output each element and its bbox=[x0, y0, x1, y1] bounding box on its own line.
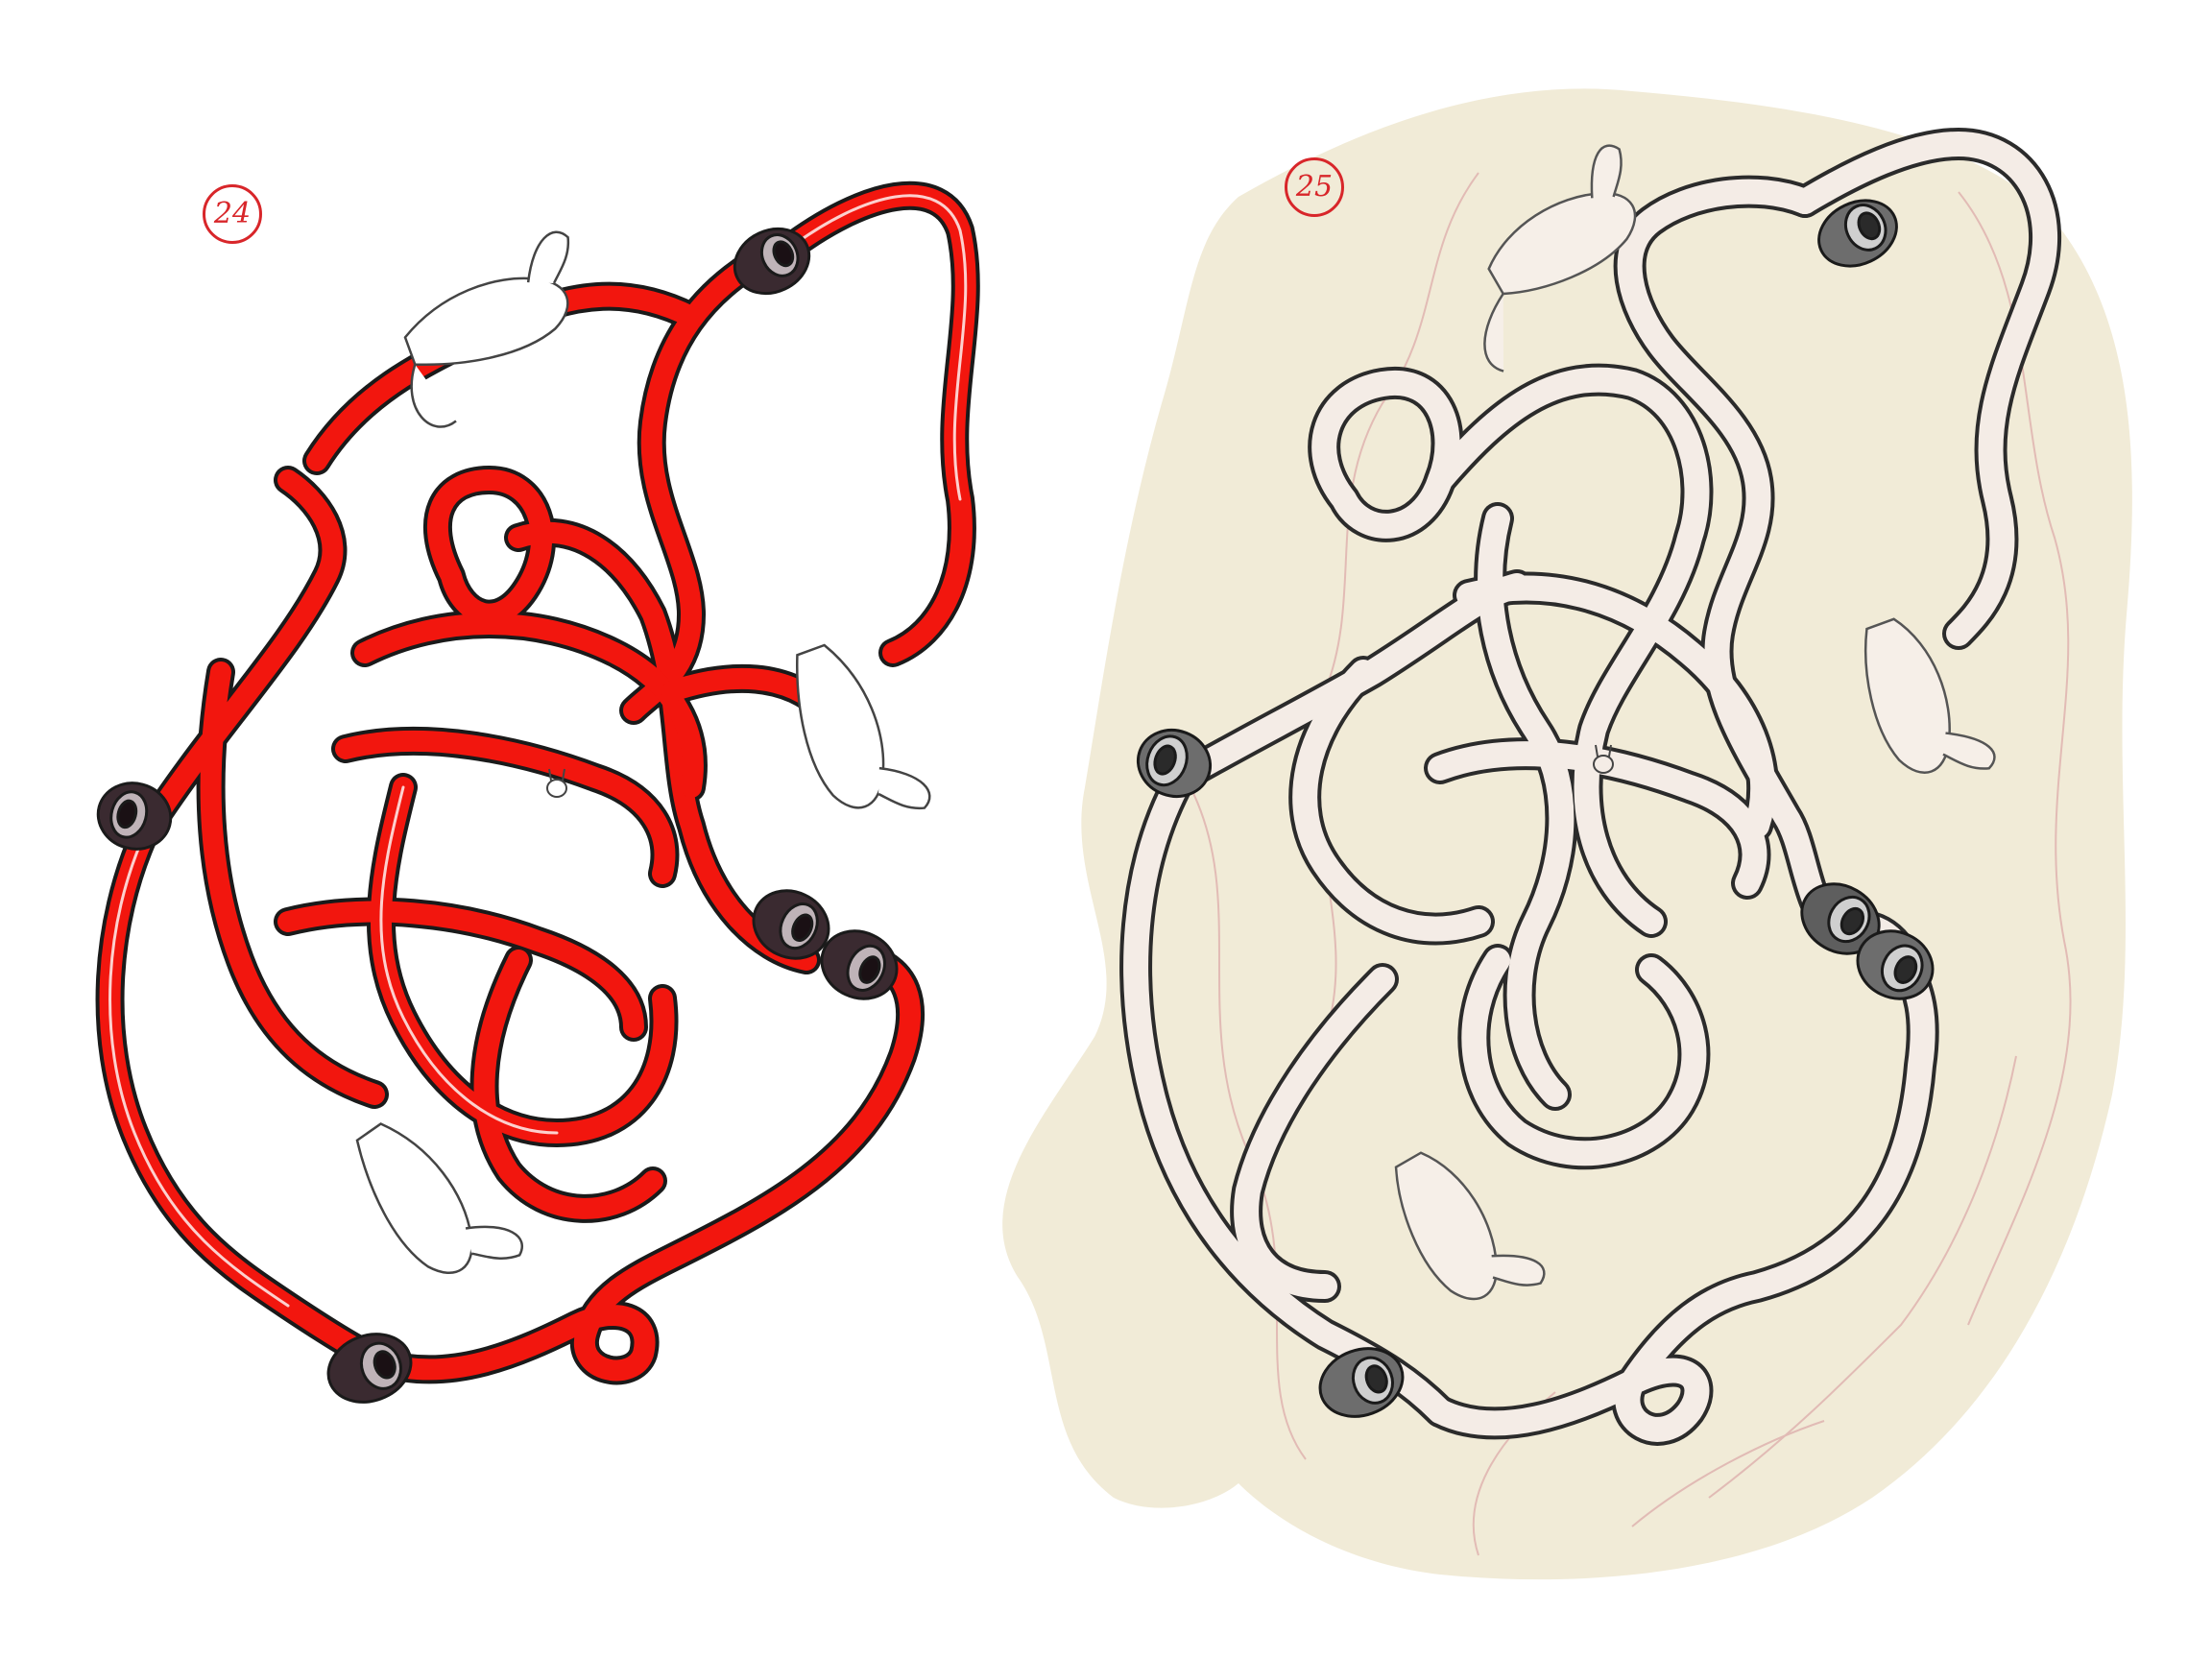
cord-left bbox=[95, 180, 980, 1385]
bead-right-bottom bbox=[1318, 1347, 1405, 1418]
page-number-24: 24 bbox=[203, 184, 262, 244]
bead-right-top bbox=[1817, 199, 1898, 268]
rabbit-icon-right-center bbox=[1593, 744, 1614, 774]
bead-right-mid-2 bbox=[1856, 929, 1935, 1000]
rabbit-left-top bbox=[403, 230, 570, 428]
rabbits-left bbox=[355, 230, 931, 1274]
rabbit-right-mid bbox=[1863, 617, 1996, 774]
beads-left bbox=[96, 227, 899, 1404]
cord-right bbox=[1119, 128, 2061, 1446]
bead-right-left bbox=[1136, 729, 1213, 798]
bead-left-mid-1 bbox=[752, 889, 830, 960]
beads-right bbox=[1136, 199, 1935, 1418]
rabbit-right-top bbox=[1483, 144, 1637, 373]
page-number-25: 25 bbox=[1285, 157, 1344, 217]
bead-left-top bbox=[733, 227, 811, 296]
rabbit-right-bottom bbox=[1394, 1151, 1546, 1301]
bead-left-mid-2 bbox=[820, 929, 899, 1000]
bead-left-left bbox=[96, 781, 173, 851]
rabbit-icon-left-center bbox=[546, 768, 567, 798]
bead-right-mid-1 bbox=[1800, 882, 1881, 955]
rabbit-left-bottom bbox=[355, 1122, 523, 1274]
rabbits-right bbox=[1394, 144, 1996, 1301]
rabbit-left-mid bbox=[796, 643, 931, 810]
bead-left-bottom bbox=[326, 1333, 413, 1404]
